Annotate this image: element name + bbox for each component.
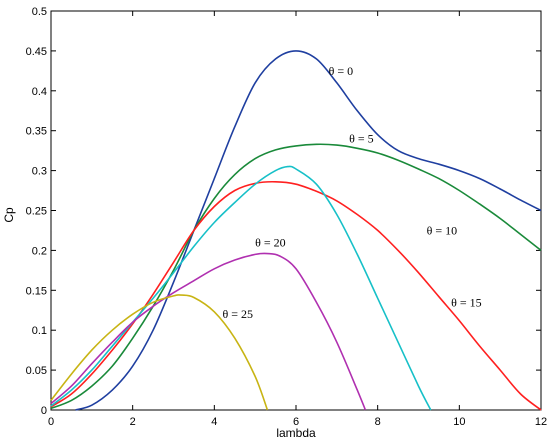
series-line-theta-3 (50, 165, 432, 411)
y-tick-label: 0.35 (26, 126, 47, 138)
y-tick-label: 0.3 (32, 166, 47, 178)
x-tick-label: 0 (48, 416, 54, 428)
curve-label-2: θ = 10 (427, 223, 458, 237)
curve-label-0: θ = 0 (329, 64, 354, 78)
series-lines (50, 50, 542, 411)
x-tick-label: 12 (535, 416, 547, 428)
x-tick-label: 2 (130, 416, 136, 428)
y-tick-label: 0.4 (32, 86, 47, 98)
y-tick-label: 0 (41, 405, 47, 417)
y-tick-label: 0.25 (26, 206, 47, 218)
x-tick-label: 10 (453, 416, 465, 428)
y-tick-label: 0.5 (32, 6, 47, 18)
y-axis-label: Cp (2, 207, 16, 223)
y-tick-label: 0.1 (32, 325, 47, 337)
x-tick-label: 8 (375, 416, 381, 428)
y-tick-labels: 0 0.05 0.1 0.15 0.2 0.25 0.3 0.35 0.4 0.45 0.5 (26, 6, 47, 417)
curve-labels: θ = 0 θ = 5 θ = 10 θ = 15 θ = 20 θ = 25 (223, 64, 482, 321)
y-tick-label: 0.15 (26, 285, 47, 297)
x-tick-label: 6 (293, 416, 299, 428)
x-tick-labels: 0 2 4 6 8 10 12 (48, 416, 547, 428)
series-line-theta-5 (50, 294, 269, 411)
series-line-theta-4 (50, 252, 367, 411)
curve-label-3: θ = 15 (451, 295, 482, 309)
curve-label-4: θ = 20 (255, 235, 286, 249)
curve-label-1: θ = 5 (349, 132, 374, 146)
y-tick-label: 0.05 (26, 365, 47, 377)
x-tick-label: 4 (211, 416, 217, 428)
x-axis-label: lambda (276, 426, 316, 440)
y-tick-label: 0.2 (32, 245, 47, 257)
series-line-theta-1 (50, 143, 542, 410)
series-line-theta-2 (50, 180, 542, 411)
series-line-theta-0 (75, 50, 542, 411)
y-tick-label: 0.45 (26, 46, 47, 58)
curve-label-5: θ = 25 (223, 307, 254, 321)
